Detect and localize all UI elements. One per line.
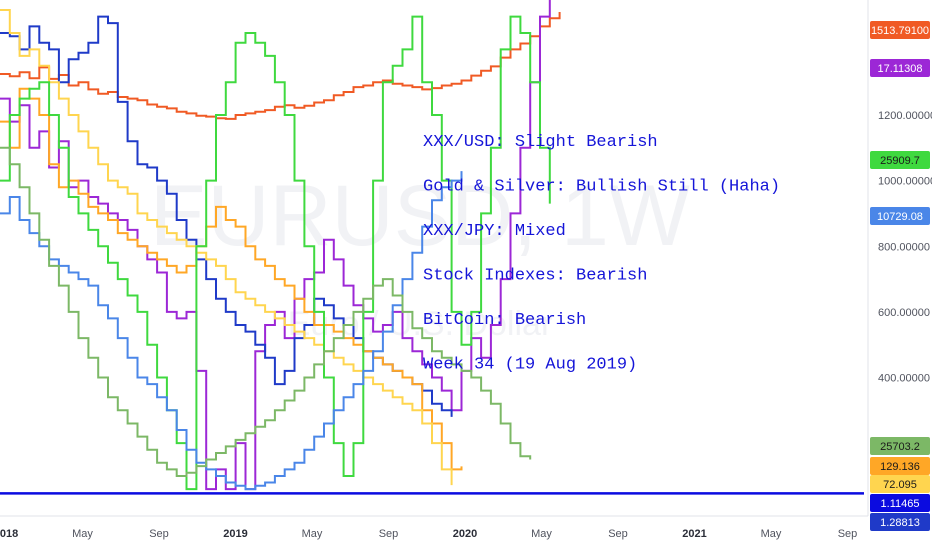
x-tick-label: Sep [838,528,858,540]
y-tick-label: 600.00000 [878,307,930,319]
annotation-line: Gold & Silver: Bullish Still (Haha) [423,178,780,197]
last-value-badge: 72.095 [870,475,930,493]
last-value-badge: 17.11308 [870,59,930,77]
last-value-badges: 1513.79100 17.11308 25909.7 10729.08 25703.2… [870,21,930,531]
annotation-line: Stock Indexes: Bearish [423,267,647,286]
badge-background [870,59,930,77]
badge-label: 1.11465 [881,498,920,510]
x-axis[interactable]: 2018 May Sep 2019 May Sep 2020 May Sep 2021 May Sep [0,528,857,540]
series-line-3 [0,87,463,471]
x-tick-label: Sep [149,528,169,540]
last-value-badge: 25703.2 [870,437,930,455]
x-tick-label: May [531,528,552,540]
badge-background [870,494,930,512]
badge-label: 1513.79100 [871,25,929,37]
y-tick-label: 800.00000 [878,241,930,253]
x-tick-label: 2020 [453,528,477,540]
x-tick-label: May [302,528,323,540]
series-line-7 [0,146,532,477]
badge-label: 25909.7 [880,155,920,167]
last-value-badge: 25909.7 [870,151,930,169]
annotation-line: BitCoin: Bearish [423,311,586,330]
last-value-badge: 1.28813 [870,513,930,531]
series-line-6 [0,171,463,491]
series-line-0 [0,12,561,120]
last-value-badge: 129.136 [870,457,930,475]
x-tick-label: Sep [379,528,399,540]
badge-background [870,475,930,493]
badge-label: 17.11308 [877,63,922,75]
badge-background [870,457,930,475]
badge-background [870,207,930,225]
x-tick-label: Sep [608,528,628,540]
badge-background [870,151,930,169]
last-value-badge: 1.11465 [870,494,930,512]
badge-label: 1.28813 [880,517,920,529]
annotation-line: XXX/JPY: Mixed [423,222,566,241]
x-tick-label: May [72,528,93,540]
badge-label: 10729.08 [877,211,923,223]
annotation-line: XXX/USD: Slight Bearish [423,133,658,152]
last-value-badge: 10729.08 [870,207,930,225]
x-tick-label: May [761,528,782,540]
watermark-symbol: EURUSD, 1W [150,168,690,264]
badge-background [870,513,930,531]
annotation-text: XXX/USD: Slight Bearish Gold & Silver: Bu… [423,133,780,375]
badge-label: 72.095 [883,479,917,491]
x-tick-label: 2019 [223,528,247,540]
y-tick-label: 1200.00000 [878,110,932,122]
x-tick-label: 2018 [0,528,18,540]
badge-background [870,437,930,455]
y-tick-label: 400.00000 [878,373,930,385]
series-line-5 [0,15,551,491]
last-value-badge: 1513.79100 [870,21,930,39]
y-tick-label: 1000.00000 [878,176,932,188]
annotation-line: Week 34 (19 Aug 2019) [423,356,637,375]
badge-label: 129.136 [880,461,920,473]
series-line-4 [0,9,453,486]
series-layer [0,0,561,491]
x-tick-label: 2021 [682,528,706,540]
badge-label: 25703.2 [880,441,920,453]
badge-background [870,21,930,39]
